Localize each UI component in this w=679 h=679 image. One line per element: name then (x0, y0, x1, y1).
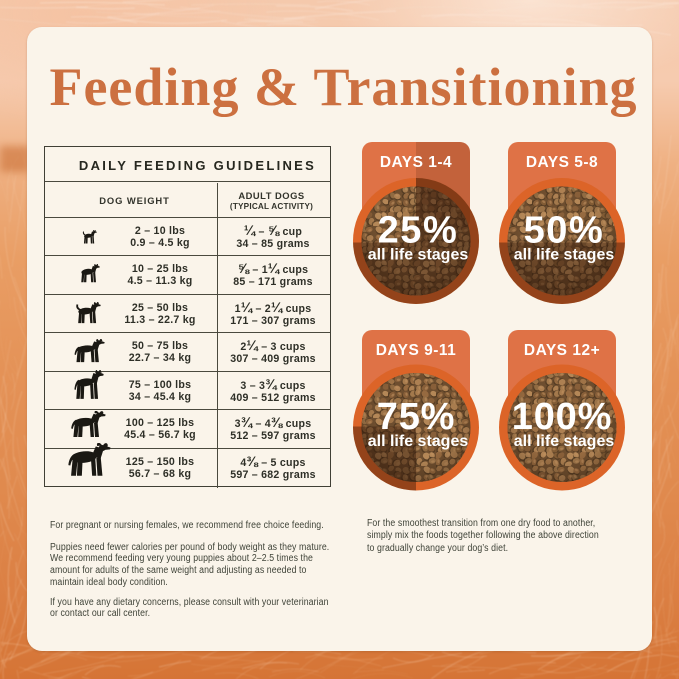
svg-text:DAYS 5-8: DAYS 5-8 (526, 154, 598, 171)
svg-text:100%: 100% (512, 396, 612, 438)
svg-text:all life stages: all life stages (514, 247, 615, 264)
svg-text:25%: 25% (378, 210, 459, 252)
svg-text:DAYS 12+: DAYS 12+ (524, 342, 600, 359)
svg-text:DAYS 9-11: DAYS 9-11 (376, 342, 457, 359)
svg-text:all life stages: all life stages (368, 433, 469, 450)
svg-text:all life stages: all life stages (514, 433, 615, 450)
svg-text:75%: 75% (377, 396, 455, 438)
svg-text:50%: 50% (524, 210, 605, 252)
svg-text:DAYS 1-4: DAYS 1-4 (380, 154, 452, 171)
svg-text:all life stages: all life stages (368, 247, 469, 264)
